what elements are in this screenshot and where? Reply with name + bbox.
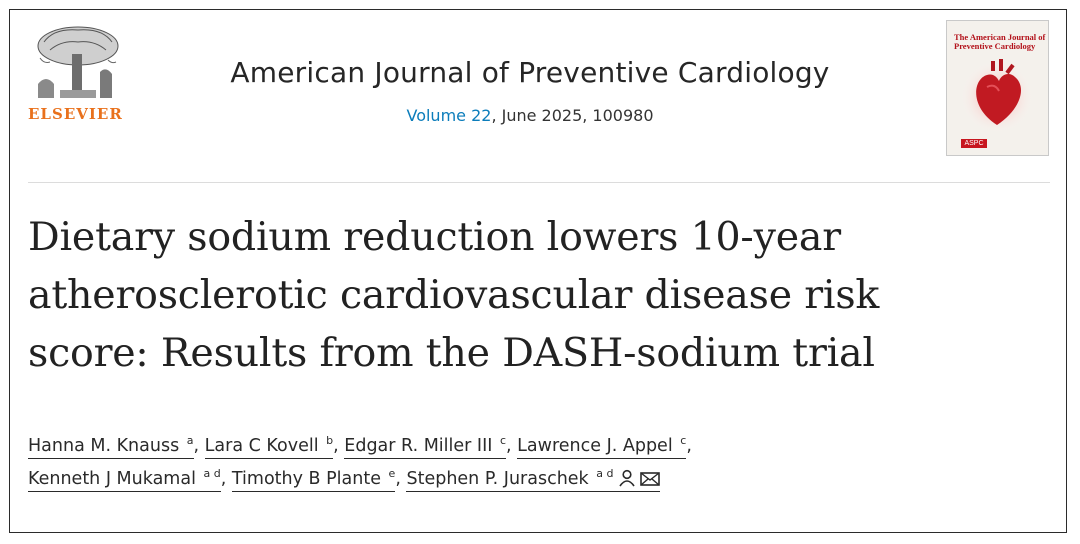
author-name: Timothy B Plante xyxy=(231,469,381,489)
person-icon[interactable] xyxy=(618,469,636,487)
affiliation-marker[interactable]: a d xyxy=(596,467,614,480)
author-name: Hanna M. Knauss xyxy=(28,436,180,456)
author-link[interactable]: Edgar R. Miller III c xyxy=(344,434,507,459)
article-title: Dietary sodium reduction lowers 10-year … xyxy=(28,208,1058,382)
article-header: ELSEVIER American Journal of Preventive … xyxy=(9,9,1067,533)
header-divider xyxy=(28,182,1050,183)
author-name: Edgar R. Miller III xyxy=(344,436,493,456)
affiliation-marker[interactable]: a d xyxy=(203,467,221,480)
publisher-name[interactable]: ELSEVIER xyxy=(28,105,123,123)
heart-cover-image xyxy=(959,59,1035,135)
cover-badge: ASPC xyxy=(961,139,987,148)
issue-date-article-number: , June 2025, 100980 xyxy=(491,106,654,125)
issue-info: Volume 22, June 2025, 100980 xyxy=(170,106,890,125)
author-link[interactable]: Lara C Kovell b xyxy=(204,434,334,459)
envelope-icon[interactable] xyxy=(639,471,660,487)
author-link[interactable]: Lawrence J. Appel c xyxy=(517,434,687,459)
affiliation-marker[interactable]: c xyxy=(680,434,687,447)
article-title-line: score: Results from the DASH-sodium tria… xyxy=(28,330,875,376)
author-name: Lawrence J. Appel xyxy=(517,436,673,456)
author-name: Lara C Kovell xyxy=(204,436,319,456)
author-name: Kenneth J Mukamal xyxy=(28,469,196,489)
affiliation-marker[interactable]: e xyxy=(388,467,396,480)
author-link[interactable]: Hanna M. Knauss a xyxy=(28,434,194,459)
corresponding-author-link[interactable]: Stephen P. Juraschek a d xyxy=(406,467,660,492)
author-name: Stephen P. Juraschek xyxy=(406,469,589,489)
journal-title[interactable]: American Journal of Preventive Cardiolog… xyxy=(230,56,830,89)
journal-cover-thumbnail[interactable]: The American Journal of Preventive Cardi… xyxy=(946,20,1049,156)
affiliation-marker[interactable]: c xyxy=(499,434,507,447)
cover-title: The American Journal of Preventive Cardi… xyxy=(954,32,1046,51)
author-link[interactable]: Timothy B Plante e xyxy=(231,467,396,492)
article-title-line: Dietary sodium reduction lowers 10-year xyxy=(28,214,841,260)
affiliation-marker[interactable]: b xyxy=(326,434,334,447)
elsevier-tree-logo[interactable] xyxy=(30,24,126,104)
article-title-line: atherosclerotic cardiovascular disease r… xyxy=(28,272,880,318)
author-list: Hanna M. Knauss a, Lara C Kovell b, Edga… xyxy=(28,430,1058,496)
volume-link[interactable]: Volume 22 xyxy=(406,106,492,125)
affiliation-marker[interactable]: a xyxy=(186,434,194,447)
author-link[interactable]: Kenneth J Mukamal a d xyxy=(28,467,221,492)
